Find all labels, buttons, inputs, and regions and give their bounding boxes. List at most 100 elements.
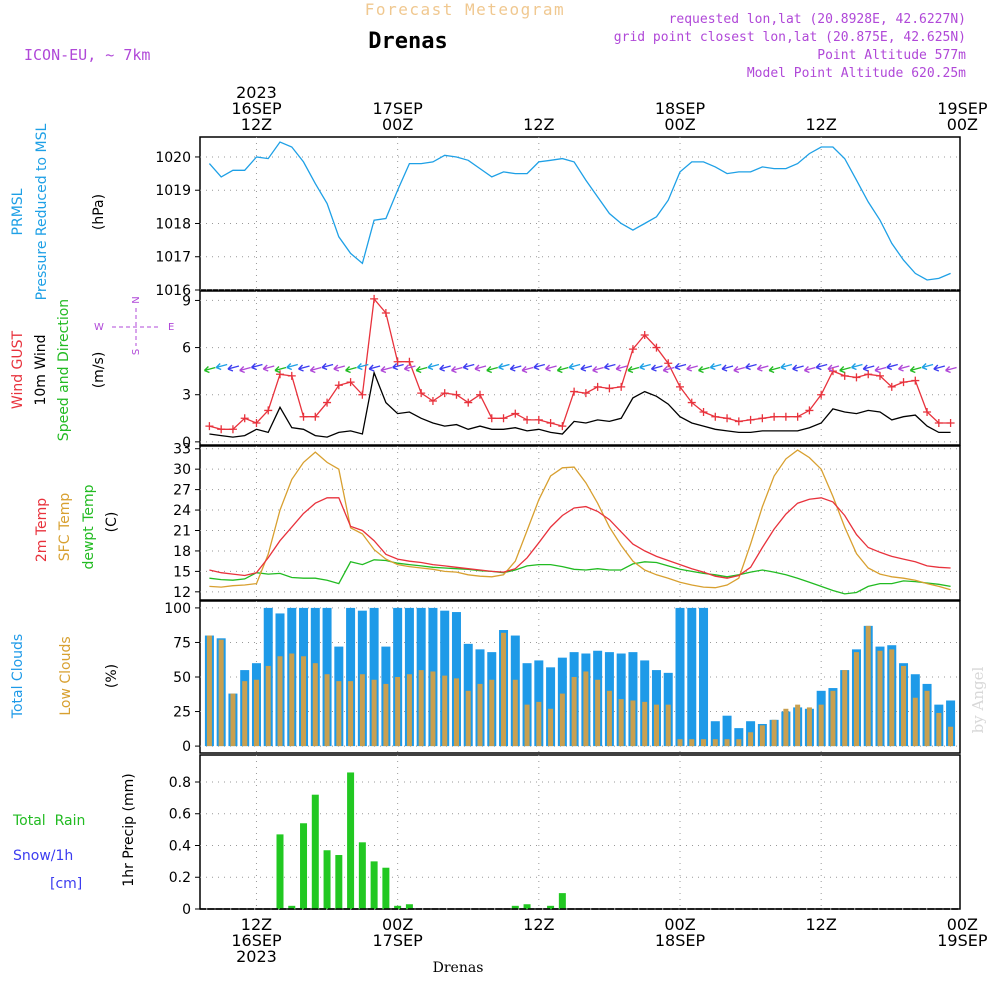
low-cloud-bar bbox=[748, 732, 754, 747]
gust-series-marker bbox=[240, 414, 249, 423]
rain-bar bbox=[288, 905, 296, 909]
pressure-label-1: PRMSL bbox=[10, 188, 26, 235]
low-cloud-bar bbox=[771, 719, 777, 747]
precip-tick-label: 0.4 bbox=[169, 838, 191, 854]
product-title: Forecast Meteogram bbox=[365, 0, 565, 19]
wind-frame bbox=[199, 290, 961, 446]
wind-direction-arrow bbox=[650, 364, 663, 372]
gust-series-marker bbox=[417, 389, 426, 398]
temp-labels: 2m Temp SFC Temp dewpt Temp (C) bbox=[34, 484, 120, 569]
point-altitude: Point Altitude 577m bbox=[817, 48, 966, 63]
gust-series-marker bbox=[923, 408, 932, 416]
temp-tick-label: 33 bbox=[173, 442, 191, 458]
temp-frame bbox=[199, 445, 961, 601]
wind-direction-arrow bbox=[686, 364, 698, 372]
bottom-time-label: 19SEP bbox=[937, 931, 988, 950]
gust-series-marker bbox=[299, 412, 308, 421]
precip-label-3: [cm] bbox=[50, 876, 82, 892]
low-cloud-bar bbox=[559, 693, 565, 747]
pressure-label-2: Pressure Reduced to MSL bbox=[34, 123, 50, 300]
gust-series-marker bbox=[758, 414, 767, 423]
wind-direction-arrow bbox=[321, 363, 334, 371]
top-time-label: 17SEP bbox=[373, 99, 424, 118]
wind-direction-arrow bbox=[839, 366, 851, 374]
clouds-tick-label: 100 bbox=[164, 601, 191, 617]
rain-bar bbox=[558, 893, 566, 909]
wind-direction-arrow bbox=[850, 363, 863, 371]
total-cloud-bar bbox=[699, 607, 709, 747]
gust-series-marker bbox=[252, 419, 261, 427]
cloud-unit: (%) bbox=[104, 664, 120, 688]
low-cloud-bar bbox=[877, 650, 883, 747]
model-altitude: Model Point Altitude 620.25m bbox=[747, 66, 966, 81]
wind-direction-arrow bbox=[815, 363, 828, 371]
bottom-time-label: 12Z bbox=[241, 915, 272, 934]
precip-tick-label: 0.8 bbox=[169, 775, 191, 791]
low-cloud-bar bbox=[842, 670, 848, 747]
gust-series-marker bbox=[381, 309, 390, 317]
low-cloud-bar bbox=[701, 739, 707, 747]
wind-direction-arrow bbox=[486, 366, 498, 374]
low-cloud-bar bbox=[395, 677, 401, 747]
gust-series-marker bbox=[523, 415, 532, 424]
gust-series-marker bbox=[781, 412, 790, 421]
wind-label-1: Wind GUST bbox=[10, 330, 26, 409]
low-cloud-bar bbox=[383, 683, 389, 747]
wind-direction-arrow bbox=[603, 363, 616, 371]
wind-direction-arrow bbox=[309, 366, 322, 374]
pressure-panel: 1016 1017 1018 1019 1020 bbox=[155, 136, 961, 299]
low-cloud-bar bbox=[301, 656, 307, 747]
wind-direction-arrow bbox=[462, 363, 475, 371]
compass-n: N bbox=[131, 296, 142, 303]
pressure-series bbox=[208, 141, 951, 281]
rain-bar bbox=[511, 905, 519, 909]
low-cloud-bar bbox=[901, 665, 907, 747]
model-label: ICON-EU, ~ 7km bbox=[24, 46, 150, 64]
rain-bar bbox=[405, 904, 413, 909]
total-cloud-bar bbox=[546, 667, 556, 747]
plot-layer: 1016 1017 1018 1019 1020 0 3 6 9 12 15 18 21 24 27 30 33… bbox=[155, 83, 987, 966]
temp-tick-label: 21 bbox=[173, 523, 191, 539]
gust-series-marker bbox=[440, 389, 449, 398]
wind-direction-arrow bbox=[498, 363, 510, 371]
wind-direction-arrow bbox=[556, 366, 569, 374]
gust-series-marker bbox=[852, 373, 861, 382]
wind-direction-arrow bbox=[933, 364, 946, 372]
bottom-time-label: 00Z bbox=[947, 915, 978, 934]
wind-direction-arrow bbox=[345, 366, 357, 374]
location-title: Drenas bbox=[368, 29, 447, 54]
low-cloud-bar bbox=[312, 663, 318, 747]
low-cloud-bar bbox=[912, 697, 918, 747]
top-time-label: 19SEP bbox=[937, 99, 988, 118]
gust-series-marker bbox=[628, 345, 637, 354]
gust-series-marker bbox=[534, 415, 543, 424]
compass-w: W bbox=[94, 322, 104, 333]
gust-series-marker bbox=[770, 412, 779, 421]
wind-direction-arrow bbox=[615, 364, 628, 372]
gust-series-marker bbox=[287, 371, 296, 380]
pressure-labels: PRMSL Pressure Reduced to MSL (hPa) bbox=[10, 123, 107, 300]
wind-direction-arrow bbox=[756, 364, 769, 372]
gust-series-marker bbox=[452, 390, 461, 399]
wind-direction-arrow bbox=[874, 366, 887, 374]
total-cloud-bar bbox=[675, 607, 685, 747]
wind-direction-arrow bbox=[945, 366, 957, 374]
total-cloud-bar bbox=[628, 652, 638, 747]
wind-direction-arrow bbox=[392, 363, 404, 371]
temp-tick-label: 15 bbox=[173, 564, 191, 580]
gust-series-marker bbox=[723, 414, 732, 423]
gust-series-marker bbox=[405, 357, 414, 366]
gust-series-marker bbox=[687, 398, 696, 407]
total-cloud-bar bbox=[946, 700, 956, 747]
total-cloud-bar bbox=[734, 728, 744, 747]
gust-series-marker bbox=[581, 389, 590, 398]
gust-series-marker bbox=[370, 294, 379, 303]
gust-series-marker bbox=[358, 390, 367, 399]
gust-series-marker bbox=[817, 390, 826, 399]
gust-series-marker bbox=[746, 415, 755, 424]
rain-bar bbox=[370, 861, 378, 909]
low-cloud-bar bbox=[806, 707, 812, 747]
low-cloud-bar bbox=[371, 679, 377, 747]
pressure-tick-label: 1019 bbox=[155, 183, 191, 199]
wind-compass: W E N S bbox=[94, 296, 174, 355]
